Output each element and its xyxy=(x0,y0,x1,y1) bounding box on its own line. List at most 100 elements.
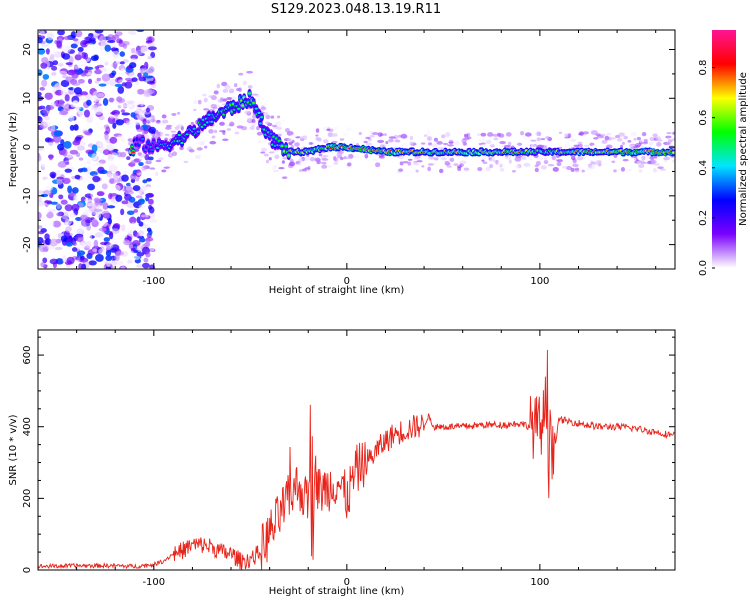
snr-x-tick-label: 100 xyxy=(530,577,549,588)
spectrogram-cell xyxy=(365,136,371,140)
spectrogram-cell xyxy=(433,137,438,142)
spectrogram-cell xyxy=(233,83,238,88)
spectrogram-cell xyxy=(197,140,201,145)
spectrogram-cell xyxy=(543,159,549,165)
spectrogram-cell xyxy=(82,168,88,173)
spectrogram-cell xyxy=(42,97,47,104)
spectrogram-cell xyxy=(545,136,550,139)
spectrogram-cell xyxy=(428,156,435,160)
spectrogram-cell xyxy=(183,160,189,164)
heat-x-tick-label: 0 xyxy=(344,276,350,287)
spectrogram-cell xyxy=(170,130,177,133)
spectrogram-cell xyxy=(136,216,141,224)
spectrogram-cell xyxy=(551,155,557,161)
spectrogram-cell xyxy=(534,167,539,173)
spectrogram-cell xyxy=(161,169,167,173)
spectrogram-cell xyxy=(277,115,281,119)
spectrogram-cell xyxy=(413,157,421,161)
spectrogram-cell xyxy=(58,194,64,200)
spectrogram-cell xyxy=(372,132,379,136)
spectrogram-cell xyxy=(246,117,252,122)
spectrogram-cell xyxy=(234,128,239,131)
spectrogram-cell xyxy=(558,131,563,134)
spectrogram-cell xyxy=(138,230,144,237)
spectrogram-cell xyxy=(229,121,235,127)
spectrogram-cell xyxy=(72,140,81,146)
spectrogram-cell xyxy=(480,132,487,137)
spectrogram-cell xyxy=(369,135,375,138)
spectrogram-cell xyxy=(630,131,638,137)
spectrogram-cell xyxy=(149,167,156,170)
spectrogram-cell xyxy=(38,138,43,143)
spectrogram-cell xyxy=(485,139,492,145)
spectrogram-cell xyxy=(222,88,229,93)
spectrogram-cell xyxy=(281,160,285,164)
spectrogram-cell xyxy=(76,250,86,256)
spectrogram-cell xyxy=(309,156,315,162)
spectrogram-cell xyxy=(145,240,151,248)
spectrogram-cell xyxy=(126,201,135,209)
spectrogram-cell xyxy=(583,144,590,147)
spectrogram-cell xyxy=(86,202,94,207)
spectrogram-cell xyxy=(353,155,359,158)
spectrogram-cell xyxy=(520,130,525,136)
spectrogram-cell xyxy=(120,224,126,232)
spectrogram-cell xyxy=(463,167,470,171)
spectrogram-cell xyxy=(48,154,53,161)
spectrogram-cell xyxy=(251,118,256,124)
spectrogram-cell xyxy=(190,121,194,125)
spectrogram-cell xyxy=(54,246,63,251)
spectrogram-cell xyxy=(268,157,272,161)
heat-y-tick-label: 0 xyxy=(22,144,33,150)
spectrogram-cell xyxy=(130,47,136,54)
spectrogram-cell xyxy=(86,175,93,180)
spectrogram-cell xyxy=(38,196,42,203)
spectrogram-cell xyxy=(105,126,111,135)
spectrogram-cell xyxy=(623,135,628,140)
spectrogram-cell xyxy=(238,72,244,76)
spectrogram-cell xyxy=(117,260,124,265)
spectrogram-cell xyxy=(315,134,319,137)
spectrogram-cell xyxy=(56,212,62,217)
spectrogram-cell xyxy=(41,79,48,87)
spectrogram-cell xyxy=(95,162,104,166)
spectrogram-cell xyxy=(85,209,91,213)
spectrogram-cell xyxy=(194,154,201,159)
spectrogram-cell xyxy=(112,184,121,191)
spectrogram-cell xyxy=(85,240,92,249)
spectrogram-cell xyxy=(79,214,88,221)
spectrogram-cell xyxy=(64,94,70,102)
spectrogram-cell xyxy=(146,192,155,198)
spectrogram-cell xyxy=(179,146,184,151)
spectrogram-cell xyxy=(127,259,133,264)
spectrogram-cell xyxy=(581,169,585,173)
spectrogram-cell xyxy=(136,252,145,257)
spectrogram-cell xyxy=(101,183,108,190)
spectrogram-cell xyxy=(74,54,82,61)
spectrogram-cell xyxy=(573,161,577,165)
spectrogram-cell xyxy=(44,200,53,204)
spectrogram-cell xyxy=(269,132,273,135)
spectrogram-cell xyxy=(493,137,499,141)
spectrogram-cell xyxy=(131,151,135,154)
spectrogram-cell xyxy=(193,99,199,105)
colorbar-tick-label: 0.6 xyxy=(698,110,709,126)
spectrogram-cell xyxy=(318,161,323,165)
spectrogram-cell xyxy=(80,39,89,48)
spectrogram-cell xyxy=(99,45,105,51)
spectrogram-cell xyxy=(123,185,133,193)
spectrogram-cell xyxy=(574,167,580,171)
spectrogram-cell xyxy=(119,61,125,65)
spectrogram-cell xyxy=(641,131,647,137)
spectrogram-cell xyxy=(57,143,65,151)
spectrogram-cell xyxy=(641,141,649,145)
spectrogram-cell xyxy=(530,139,537,142)
spectrogram-cell xyxy=(648,141,654,146)
spectrogram-cell xyxy=(407,158,413,161)
snr-x-tick-label: -100 xyxy=(142,577,165,588)
spectrogram-cell xyxy=(155,171,159,177)
spectrogram-cell xyxy=(105,266,112,269)
spectrogram-cell xyxy=(394,139,401,143)
spectrogram-cell xyxy=(64,204,73,212)
spectrogram-cell xyxy=(103,237,111,242)
